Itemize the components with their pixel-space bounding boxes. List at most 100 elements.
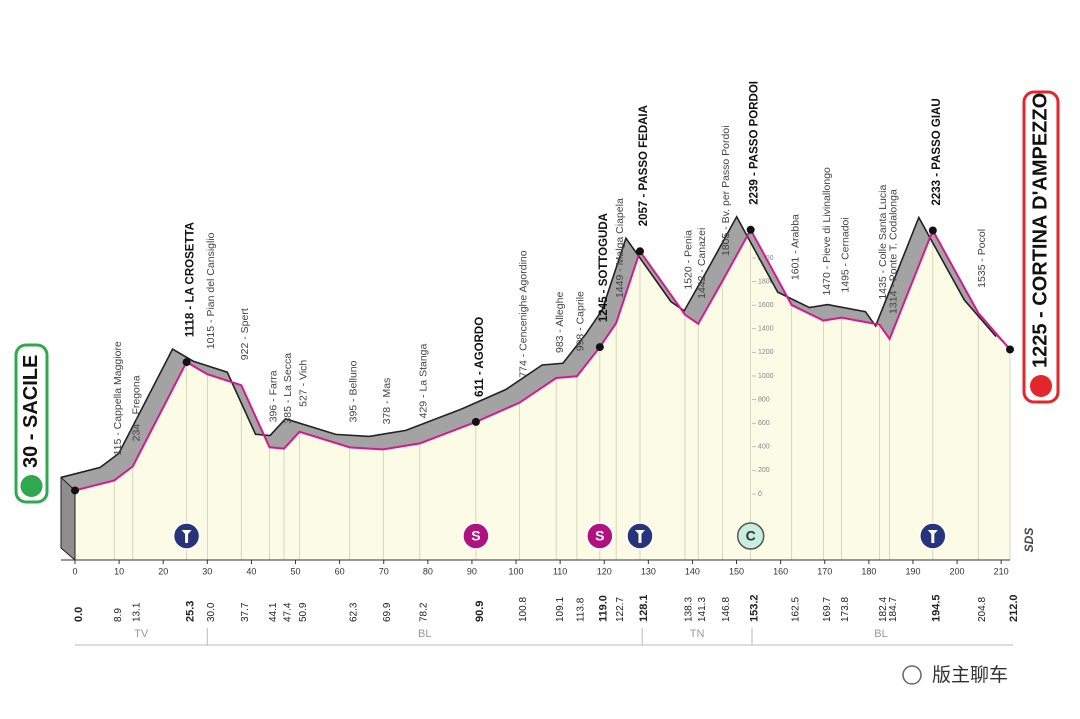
km-label: 13.1 [131, 602, 142, 622]
profile-ribbon [61, 216, 1010, 491]
place-label: 395 - Belluno [348, 360, 360, 422]
profile-area [75, 229, 1010, 560]
climb-label: 1118 - LA CROSETTA [185, 222, 197, 337]
y-tick-label: 1200 [758, 349, 774, 356]
marker-sprint [462, 522, 490, 550]
km-label: 69.9 [382, 602, 393, 622]
watermark-icon [902, 665, 922, 685]
marker-symbol [181, 530, 192, 543]
x-tick-label: 80 [423, 566, 433, 576]
place-label: 1314 - Ponte T. Codalonga [887, 189, 899, 314]
km-label: 119.0 [598, 595, 610, 622]
climb-label: 2239 - PASSO PORDOI [749, 81, 761, 205]
km-label: 128.1 [638, 594, 650, 622]
place-label: 1449 - Malga Ciapela [614, 198, 626, 298]
climb-label: 2057 - PASSO FEDAIA [638, 105, 650, 226]
point-dot [746, 225, 755, 234]
km-label: 109.1 [555, 597, 566, 622]
place-label: 1495 - Cernadoi [839, 217, 851, 292]
point-dot [1006, 345, 1014, 354]
x-tick-label: 0 [72, 566, 77, 576]
x-tick-label: 10 [114, 566, 124, 576]
y-tick-label: 1000 [758, 373, 774, 380]
y-tick-label: 600 [758, 420, 770, 427]
km-label: 138.3 [684, 597, 695, 622]
km-label: 25.3 [184, 601, 196, 622]
marker-symbol [634, 530, 645, 543]
km-label: 194.5 [931, 594, 943, 622]
marker-sprint [586, 522, 614, 550]
finish-box [1022, 90, 1060, 404]
point-dot [635, 247, 644, 256]
x-tick-label: 60 [335, 566, 345, 576]
place-label: 1442 - Canazei [696, 228, 708, 299]
km-label: 100.8 [518, 597, 529, 622]
x-tick-label: 180 [861, 566, 876, 576]
y-tick-label: 200 [758, 467, 770, 474]
place-label: 385 - La Secca [282, 353, 294, 424]
marker-cima [736, 522, 765, 550]
km-label: 141.3 [697, 597, 708, 622]
y-tick-label: 1400 [758, 326, 774, 333]
x-tick-label: 170 [817, 566, 832, 576]
climb-label: 2233 - PASSO GIAU [931, 98, 943, 205]
km-label: 0.0 [73, 607, 85, 622]
point-dot [71, 486, 79, 495]
marker-label: S [471, 528, 480, 544]
place-label: 429 - La Stanga [418, 343, 430, 418]
climb-label: 1245 - SOTTOGUDA [598, 213, 610, 322]
x-tick-label: 120 [597, 566, 612, 576]
region-label: TV [134, 628, 149, 640]
marker-label: S [595, 528, 604, 544]
finish-icon [1030, 375, 1052, 397]
x-tick-label: 90 [467, 566, 477, 576]
km-label: 30.0 [206, 602, 217, 622]
place-label: 1601 - Arabba [789, 214, 801, 280]
point-dot [595, 343, 604, 352]
x-tick-label: 130 [641, 566, 656, 576]
region-label: BL [418, 628, 431, 640]
place-label: 774 - Cencenighe Agordino [517, 250, 529, 377]
marker-label: C [746, 528, 756, 544]
km-label: 153.2 [749, 594, 761, 622]
place-label: 234 - Fregona [131, 375, 143, 441]
x-tick-label: 110 [553, 566, 567, 576]
place-label: 998 - Caprile [575, 291, 587, 351]
point-dot [182, 358, 191, 367]
watermark: 版主聊车 [902, 664, 1008, 686]
x-tick-label: 100 [509, 566, 524, 576]
x-tick-label: 70 [379, 566, 389, 576]
x-tick-label: 150 [729, 566, 744, 576]
place-label: 527 - Vich [297, 360, 309, 407]
km-label: 8.9 [113, 608, 124, 622]
x-tick-label: 50 [291, 566, 301, 576]
km-label: 37.7 [240, 602, 251, 622]
x-tick-label: 210 [994, 566, 1009, 576]
place-label: 115 - Cappella Maggiore [112, 341, 124, 455]
x-tick-label: 140 [685, 566, 700, 576]
place-label: 1015 - Pian del Cansiglio [205, 232, 217, 349]
x-tick-label: 200 [950, 566, 965, 576]
km-label: 62.3 [348, 602, 359, 622]
x-tick-label: 160 [773, 566, 788, 576]
point-dot [471, 417, 480, 426]
km-label: 184.7 [888, 597, 899, 622]
profile-line [74, 227, 1011, 492]
x-tick-label: 30 [202, 566, 212, 576]
km-label: 113.8 [576, 597, 587, 622]
x-tick-label: 20 [158, 566, 168, 576]
km-label: 44.1 [268, 602, 279, 622]
km-label: 212.0 [1008, 594, 1020, 622]
climb-label: 611 - AGORDO [474, 317, 486, 397]
km-label: 50.9 [298, 602, 309, 622]
place-label: 1470 - Pieve di Livinallongo [821, 167, 833, 296]
km-label: 78.2 [419, 602, 430, 622]
start-box [14, 343, 49, 504]
x-tick-label: 40 [246, 566, 256, 576]
y-tick-label: 0 [758, 491, 762, 498]
y-tick-label: 1600 [758, 302, 774, 309]
watermark-text: 版主聊车 [932, 664, 1008, 686]
place-label: 378 - Mas [381, 378, 393, 425]
logo: SDS [1022, 528, 1036, 553]
